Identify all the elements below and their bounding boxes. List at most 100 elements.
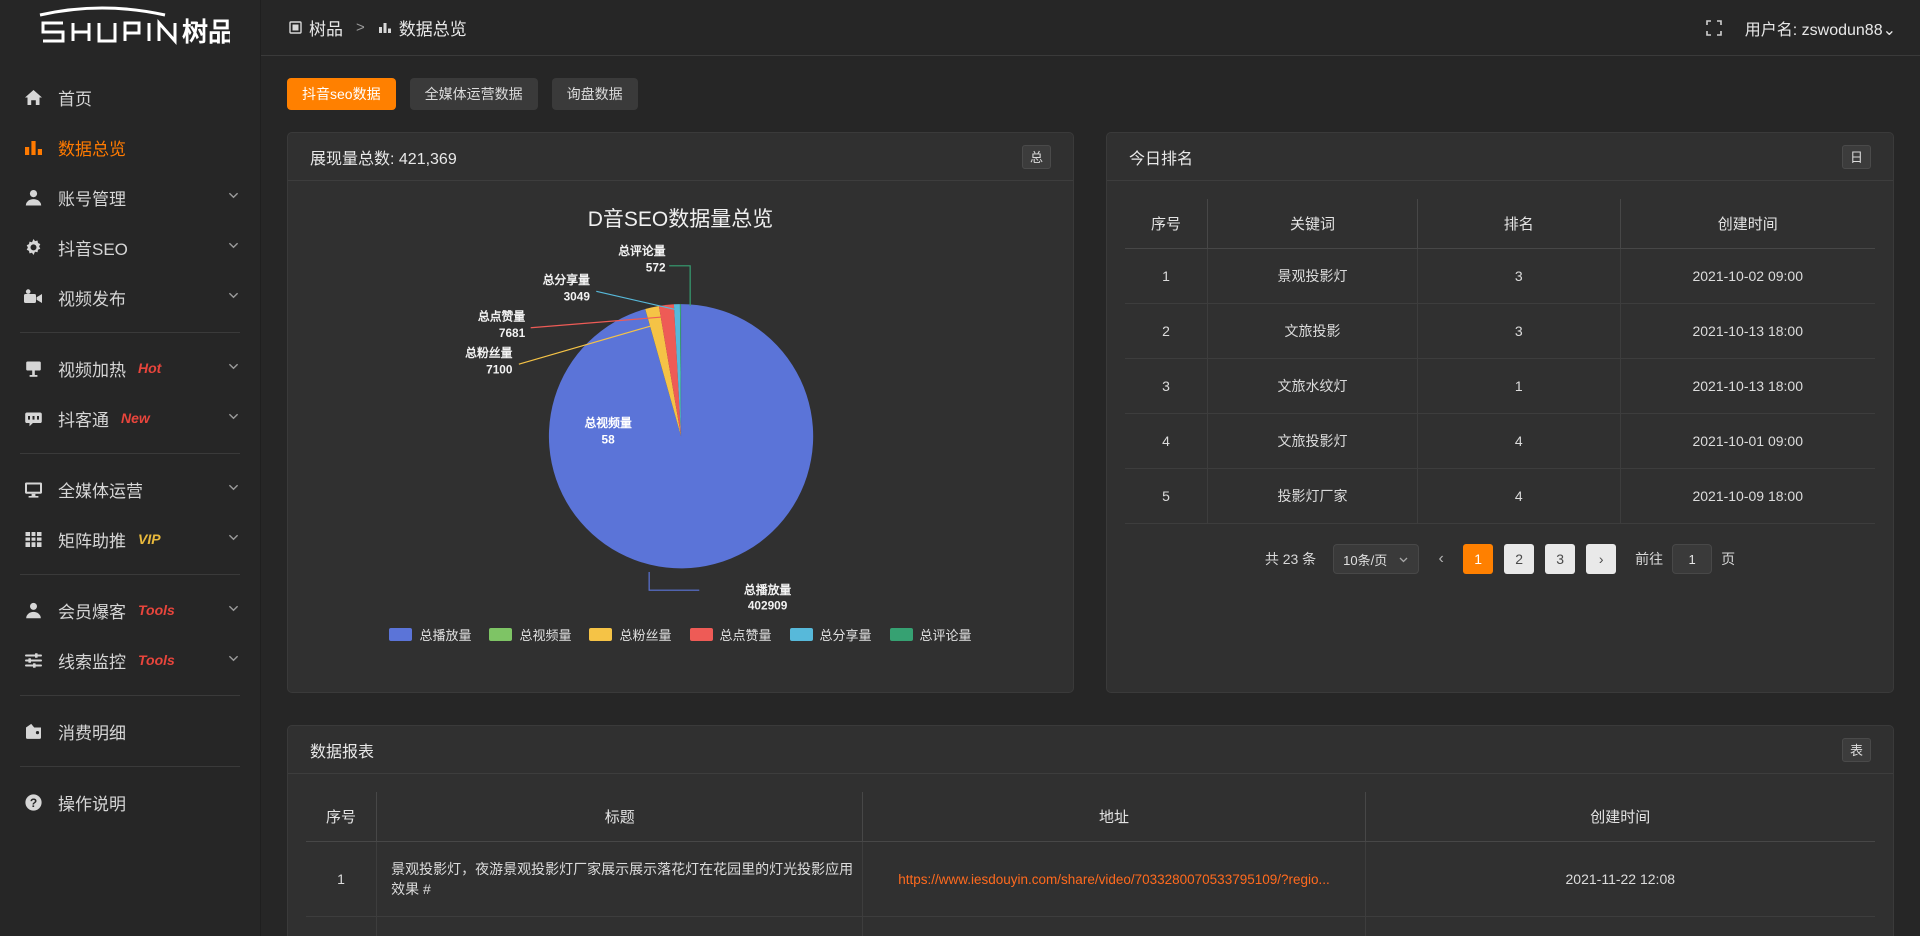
sidebar-item-tag: Hot <box>138 360 162 376</box>
report-table: 序号 标题 地址 创建时间 1 景观投影灯，夜游景观投影灯厂家展示展示落花灯在花园… <box>306 792 1875 936</box>
table-row[interactable]: 3 文旅水纹灯 1 2021-10-13 18:00 <box>1125 358 1875 414</box>
sidebar-separator <box>20 332 240 333</box>
rank-cell-created: 2021-10-13 18:00 <box>1619 303 1875 359</box>
sidebar-item-3[interactable]: 抖音SEO <box>0 222 260 272</box>
sidebar-item-5[interactable]: 视频加热 Hot <box>0 343 260 393</box>
sidebar-item-6[interactable]: 抖客通 New <box>0 393 260 443</box>
table-row[interactable]: 2 文旅投影 3 2021-10-13 18:00 <box>1125 303 1875 359</box>
pagination-page-3[interactable]: 3 <box>1545 544 1576 574</box>
pagination-next[interactable]: › <box>1586 544 1617 574</box>
chat-icon <box>22 407 44 429</box>
rank-cell-no: 4 <box>1125 413 1208 469</box>
rank-col-created: 创建时间 <box>1619 199 1875 249</box>
rank-cell-keyword: 文旅水纹灯 <box>1207 358 1418 414</box>
breadcrumb-root[interactable]: 树品 <box>309 20 343 39</box>
rank-card-title: 今日排名 <box>1129 150 1194 168</box>
fullscreen-icon[interactable] <box>1705 19 1723 37</box>
chart-card-badge[interactable]: 总 <box>1021 144 1051 169</box>
sidebar-separator <box>20 574 240 575</box>
rank-cell-no: 5 <box>1125 468 1208 524</box>
legend-label: 总播放量 <box>419 628 472 643</box>
sidebar-item-12[interactable]: ? 操作说明 <box>0 777 260 827</box>
pie-chart[interactable]: 总播放量 402909 总视频量 58 总粉丝量 7100 总点赞量 7681 总分享量 3049… <box>288 233 1073 623</box>
pagination-goto-input[interactable] <box>1672 544 1713 574</box>
pie-slice-5[interactable] <box>679 304 682 437</box>
legend-item-4[interactable]: 总分享量 <box>789 625 872 644</box>
rank-cell-keyword: 投影灯厂家 <box>1207 468 1418 524</box>
pie-slice-4[interactable] <box>673 304 682 437</box>
legend-item-1[interactable]: 总视频量 <box>489 625 571 644</box>
sidebar-item-7[interactable]: 全媒体运营 <box>0 464 260 514</box>
tab-bar: 抖音seo数据 全媒体运营数据 询盘数据 <box>287 78 1894 110</box>
legend-item-3[interactable]: 总点赞量 <box>689 625 772 644</box>
pie-slice-3[interactable] <box>658 304 682 437</box>
sidebar-item-label: 消费明细 <box>58 723 126 743</box>
chevron-down-icon <box>227 189 240 205</box>
sidebar-item-8[interactable]: 矩阵助推 VIP <box>0 514 260 564</box>
rank-col-keyword: 关键词 <box>1207 199 1418 249</box>
rank-cell-created: 2021-10-01 09:00 <box>1619 413 1875 469</box>
breadcrumb-current[interactable]: 数据总览 <box>398 20 467 39</box>
report-col-no: 序号 <box>306 792 378 842</box>
pie-label: 7681 <box>499 326 526 340</box>
table-row[interactable]: 1 景观投影灯 3 2021-10-02 09:00 <box>1125 248 1875 304</box>
sidebar-item-tag: New <box>121 410 150 426</box>
sidebar-item-label: 线索监控 <box>58 652 126 672</box>
sidebar-item-2[interactable]: 账号管理 <box>0 172 260 222</box>
chevron-down-icon <box>227 239 240 255</box>
sidebar-item-tag: VIP <box>138 531 161 547</box>
brand-logo[interactable]: 树品 <box>0 0 260 56</box>
legend-item-5[interactable]: 总评论量 <box>889 625 972 644</box>
pie-leader-line <box>596 290 676 311</box>
legend-label: 总视频量 <box>519 628 572 643</box>
legend-item-0[interactable]: 总播放量 <box>389 625 471 644</box>
rank-pagination: 共 23 条 10条/页 ‹ 1 2 3 › 前往 <box>1125 524 1875 592</box>
rank-card-badge[interactable]: 日 <box>1841 144 1871 169</box>
pie-label: 402909 <box>748 598 788 612</box>
legend-swatch <box>489 628 513 641</box>
rank-body: 序号 关键词 排名 创建时间 1 景观投影灯 3 2021-10-02 09:00 2 文… <box>1107 181 1893 692</box>
pie-label: 总粉丝量 <box>465 346 512 360</box>
user-menu[interactable]: 用户名: zswodun88⌄ <box>1745 16 1896 40</box>
pagination-jump: 前往 页 <box>1635 544 1735 574</box>
report-url-link[interactable]: https://www.iesdouyin.com/share/video/70… <box>898 871 1330 887</box>
tab-inquiry[interactable]: 询盘数据 <box>551 78 638 110</box>
pie-slice-1[interactable] <box>645 309 682 437</box>
grid-icon <box>22 528 44 550</box>
chart-title: D音SEO数据量总览 <box>587 208 774 231</box>
report-cell-no: 1 <box>306 841 378 917</box>
empty-cell <box>1364 916 1875 936</box>
table-row[interactable]: 4 文旅投影灯 4 2021-10-01 09:00 <box>1125 413 1875 469</box>
tab-omnimedia[interactable]: 全媒体运营数据 <box>409 78 538 110</box>
sidebar-item-4[interactable]: 视频发布 <box>0 272 260 322</box>
sidebar-item-10[interactable]: 线索监控 Tools <box>0 635 260 685</box>
table-row[interactable]: 5 投影灯厂家 4 2021-10-09 18:00 <box>1125 468 1875 524</box>
report-cell-title: 景观投影灯，夜游景观投影灯厂家展示展示落花灯在花园里的灯光投影应用效果 # <box>376 841 864 917</box>
table-row[interactable]: 1 景观投影灯，夜游景观投影灯厂家展示展示落花灯在花园里的灯光投影应用效果 # ht… <box>306 841 1875 917</box>
user-caret-icon: ⌄ <box>1882 21 1896 39</box>
chevron-down-icon <box>227 481 240 497</box>
pagination-prev[interactable]: ‹ <box>1438 550 1444 567</box>
pagination-page-2[interactable]: 2 <box>1504 544 1535 574</box>
tab-douyin-seo[interactable]: 抖音seo数据 <box>287 78 396 110</box>
sidebar-item-11[interactable]: 消费明细 <box>0 706 260 756</box>
pie-leader-line <box>518 323 658 365</box>
sidebar-item-label: 操作说明 <box>58 794 126 814</box>
wallet-icon <box>22 720 44 742</box>
sidebar-item-0[interactable]: 首页 <box>0 72 260 122</box>
report-cell-created: 2021-11-22 12:08 <box>1364 841 1875 917</box>
sidebar-item-label: 全媒体运营 <box>58 481 143 501</box>
page-size-select[interactable]: 10条/页 <box>1333 544 1420 574</box>
sidebar-item-1[interactable]: 数据总览 <box>0 122 260 172</box>
pie-slice-0[interactable] <box>548 304 814 569</box>
rank-cell-keyword: 文旅投影灯 <box>1207 413 1418 469</box>
legend-item-2[interactable]: 总粉丝量 <box>589 625 672 644</box>
pagination-page-1[interactable]: 1 <box>1463 544 1494 574</box>
content-scroll[interactable]: 抖音seo数据 全媒体运营数据 询盘数据 展现量总数: 421,369 总 D音… <box>261 56 1920 936</box>
report-card-badge[interactable]: 表 <box>1841 737 1871 762</box>
pagination-goto-label: 前往 <box>1635 551 1664 567</box>
video-upload-icon <box>22 286 44 308</box>
pie-slice-2[interactable] <box>645 305 682 437</box>
sidebar-item-9[interactable]: 会员爆客 Tools <box>0 585 260 635</box>
rank-cell-rank: 1 <box>1417 358 1621 414</box>
